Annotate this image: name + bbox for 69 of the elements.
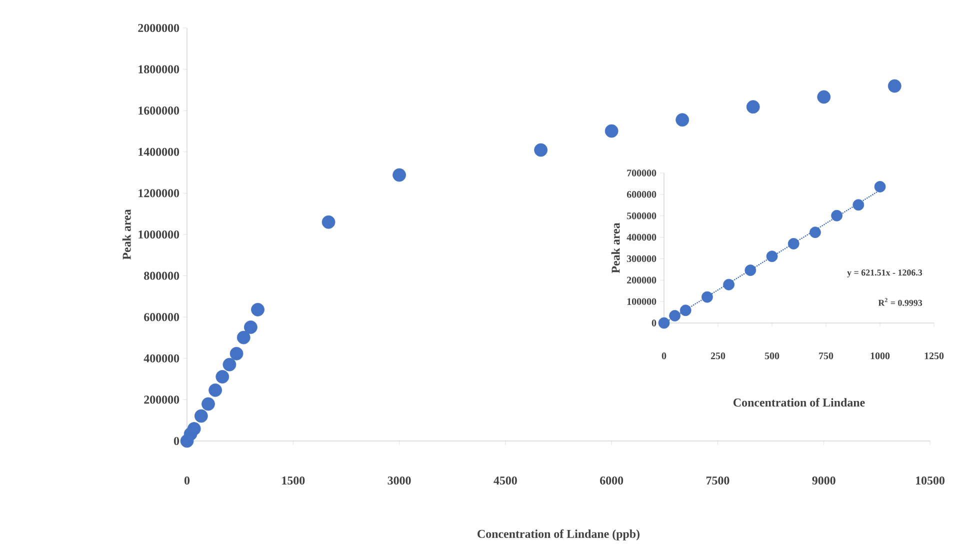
point (658, 317, 670, 329)
point (676, 113, 690, 127)
x-axis-title: Concentration of Lindane (ppb) (478, 529, 640, 540)
y-tick-label: 200000 (144, 396, 180, 404)
x-tick-label: 500 (764, 352, 780, 360)
y-tick-label: 1600000 (138, 106, 180, 115)
y-tick-label: 400000 (144, 354, 180, 362)
point (230, 346, 244, 360)
point (874, 181, 886, 192)
x-tick-label: 10500 (916, 476, 944, 485)
point (766, 250, 778, 262)
x-tick-label: 3000 (388, 476, 411, 485)
x-tick-label: 250 (710, 352, 726, 360)
x-tick-label: 0 (184, 476, 190, 485)
y-tick-label: 1000000 (138, 230, 180, 239)
x-tick-label: 4500 (494, 476, 517, 485)
y-tick-label: 1200000 (138, 189, 180, 198)
y-tick-label: 400000 (626, 234, 656, 241)
point (251, 302, 264, 316)
annotation: R$^{2}$ = 0.9993 (878, 298, 922, 306)
y-tick-label: 500000 (627, 212, 656, 220)
x-tick-label: 6000 (600, 476, 624, 485)
x-tick-label: 0 (662, 352, 666, 360)
x-tick-label: 1000 (870, 352, 890, 360)
point (852, 199, 864, 211)
x-tick-label: 7500 (706, 476, 730, 485)
x-axis-title: Concentration of Lindane (734, 398, 865, 407)
point (702, 291, 713, 303)
x-tick-label: 1250 (924, 352, 944, 360)
y-tick-label: 200000 (627, 276, 656, 284)
point (194, 409, 208, 423)
point (680, 304, 692, 316)
y-tick-label: 0 (652, 320, 656, 326)
point (817, 90, 831, 104)
y-tick-label: 1800000 (138, 65, 180, 74)
y-axis-title: Peak area (611, 222, 620, 274)
point (392, 168, 406, 182)
point (236, 330, 250, 344)
point (187, 422, 201, 436)
point (222, 358, 236, 372)
point (208, 383, 222, 397)
x-tick-label: 750 (819, 352, 834, 360)
y-tick-label: 600000 (144, 313, 180, 322)
point (669, 310, 681, 322)
point (746, 100, 760, 114)
point (322, 215, 336, 229)
point (831, 210, 843, 222)
y-axis-title: Peak area (122, 209, 131, 260)
point (744, 264, 756, 276)
y-tick-label: 1400000 (138, 148, 180, 156)
point (788, 238, 800, 250)
point (723, 278, 735, 290)
x-tick-label: 1500 (282, 476, 305, 485)
point (810, 226, 821, 238)
point (216, 370, 230, 384)
point (888, 79, 902, 93)
y-tick-label: 2000000 (138, 24, 180, 32)
x-tick-label: 9000 (812, 476, 836, 485)
point (604, 124, 618, 138)
annotation: y = 621.51x - 1206.3 (847, 270, 922, 278)
y-tick-label: 0 (174, 436, 180, 446)
y-tick-label: 300000 (626, 255, 656, 262)
point (534, 143, 548, 157)
point (244, 320, 258, 334)
point (202, 397, 215, 411)
y-tick-label: 700000 (627, 170, 656, 176)
y-tick-label: 800000 (144, 272, 180, 280)
y-tick-label: 100000 (627, 298, 656, 305)
y-tick-label: 600000 (626, 191, 656, 198)
